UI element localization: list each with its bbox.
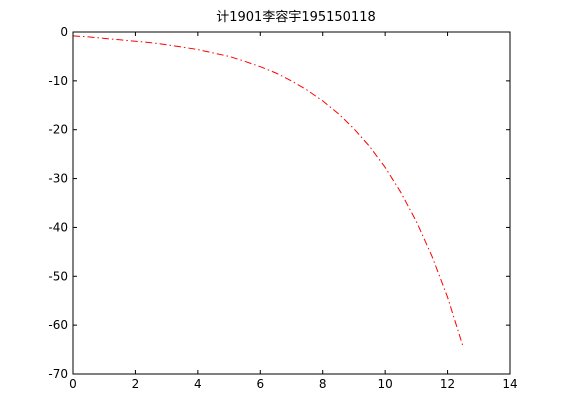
x-tick-label: 0 xyxy=(69,377,77,391)
x-tick-label: 6 xyxy=(256,377,264,391)
y-tick-label: 0 xyxy=(60,25,68,39)
chart-title: 计1901李容宇195150118 xyxy=(216,9,376,25)
x-tick-label: 8 xyxy=(319,377,327,391)
plot-area-frame xyxy=(72,31,511,375)
y-tick-label: -50 xyxy=(48,269,68,283)
x-axis-ticks: 0 2 4 6 8 10 12 14 xyxy=(69,32,518,391)
x-tick-label: 2 xyxy=(132,377,140,391)
y-tick-label: -20 xyxy=(48,123,68,137)
y-tick-label: -40 xyxy=(48,220,68,234)
y-tick-label: -10 xyxy=(48,74,68,88)
y-tick-label: -70 xyxy=(48,367,68,381)
series-line xyxy=(72,35,464,348)
y-tick-label: -60 xyxy=(48,318,68,332)
y-tick-label: -30 xyxy=(48,172,68,186)
x-tick-label: 12 xyxy=(440,377,455,391)
series-layer xyxy=(72,35,464,348)
x-tick-label: 4 xyxy=(194,377,202,391)
x-tick-label: 14 xyxy=(502,377,517,391)
x-tick-label: 10 xyxy=(378,377,393,391)
